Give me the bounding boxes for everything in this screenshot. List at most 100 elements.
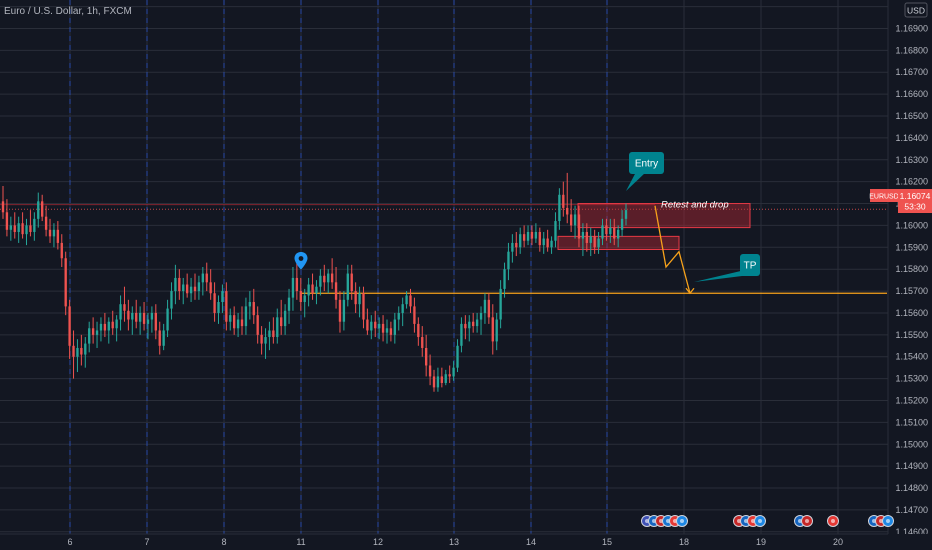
time-axis[interactable]: 6 7 8 11 12 13 14 15 18 19 20 [67, 537, 843, 547]
candle-body [530, 231, 534, 239]
candle-body [609, 227, 612, 235]
price-tag-countdown: 53:30 [904, 202, 926, 212]
economic-event-icon[interactable] [882, 515, 894, 527]
candle [362, 286, 365, 329]
candle [52, 223, 56, 248]
candle [244, 297, 248, 335]
economic-event-icon[interactable] [801, 515, 813, 527]
price-tick-label: 1.16400 [895, 133, 928, 143]
chart-title: Euro / U.S. Dollar, 1h, FXCM [4, 6, 132, 17]
candle-body [526, 231, 530, 241]
candle-body [88, 328, 91, 344]
candle [72, 330, 75, 379]
candle-body [146, 319, 150, 324]
candle-body [276, 317, 279, 338]
entry-callout-pointer [626, 172, 646, 191]
candle [377, 317, 381, 340]
tp-callout-box [740, 254, 760, 276]
candle [569, 199, 573, 232]
event-flag-dot [652, 519, 656, 523]
candle [405, 291, 408, 309]
candle [142, 302, 146, 331]
candle-body [260, 334, 263, 344]
candle-body [366, 319, 369, 331]
candle [138, 306, 142, 335]
entry-callout-label: Entry [635, 159, 658, 170]
event-flag-dot [872, 519, 876, 523]
candle [123, 286, 126, 322]
economic-events[interactable] [641, 515, 894, 527]
candle [428, 354, 432, 386]
candle-body [354, 291, 357, 305]
candle [385, 319, 389, 344]
price-axis[interactable]: 1.16900 1.16800 1.16700 1.16600 1.16500 1.164… [895, 23, 928, 536]
candle [319, 269, 322, 296]
candle-body [417, 323, 420, 338]
time-tick-label: 14 [526, 537, 536, 547]
candle [389, 321, 393, 342]
candle-body [17, 223, 20, 232]
candle [162, 323, 165, 351]
candle-body [303, 295, 306, 303]
candle-body [111, 321, 114, 329]
entry-callout[interactable]: Entry [626, 152, 664, 191]
candle-body [358, 293, 361, 305]
currency-badge-frame [904, 2, 928, 18]
economic-event-icon[interactable] [754, 515, 766, 527]
candle [60, 234, 63, 267]
candle-body [201, 273, 205, 283]
candle [256, 306, 259, 344]
candle [76, 339, 79, 373]
event-flag-dot [744, 519, 748, 523]
candle [472, 312, 475, 333]
candle-body [593, 236, 596, 248]
candle [550, 236, 553, 254]
candle-body [452, 367, 455, 377]
event-flag-dot [831, 519, 835, 523]
candle-body [72, 345, 75, 357]
candle [119, 295, 122, 331]
candle [479, 306, 483, 335]
price-tick-label: 1.16700 [895, 67, 928, 77]
candle-body [397, 312, 400, 320]
currency-badge[interactable]: USD [904, 2, 928, 18]
price-tick-label: 1.15400 [895, 352, 928, 362]
candle-body [48, 229, 52, 237]
economic-event-icon[interactable] [676, 515, 688, 527]
candle [338, 291, 342, 333]
candle [146, 312, 150, 340]
candle [573, 205, 577, 239]
candle-body [193, 286, 197, 292]
candle [456, 339, 459, 373]
candle [99, 317, 103, 342]
candle-body [569, 214, 573, 226]
economic-event-icon[interactable] [827, 515, 839, 527]
candle [217, 295, 220, 324]
event-flag-dot [666, 519, 670, 523]
candle [401, 297, 404, 327]
price-tick-label: 1.16900 [895, 23, 928, 33]
candle [354, 282, 357, 313]
candle-body [166, 308, 169, 331]
candle [424, 334, 428, 377]
time-tick-label: 12 [373, 537, 383, 547]
candle-body [185, 284, 189, 294]
candle-body [264, 337, 267, 344]
candle [154, 304, 157, 340]
candle-body [323, 275, 326, 283]
candle-body [80, 347, 83, 355]
candle [448, 365, 451, 383]
tp-callout[interactable]: TP [694, 254, 760, 282]
candle [468, 315, 471, 342]
candle [444, 369, 447, 386]
candle [41, 194, 44, 222]
candle [538, 227, 541, 252]
candle-body [248, 302, 252, 307]
candle-body [205, 273, 208, 283]
price-tick-label: 1.15600 [895, 308, 928, 318]
candle-body [475, 319, 479, 327]
event-flag-dot [680, 519, 684, 523]
candle [381, 315, 385, 342]
price-tick-label: 1.15300 [895, 374, 928, 384]
